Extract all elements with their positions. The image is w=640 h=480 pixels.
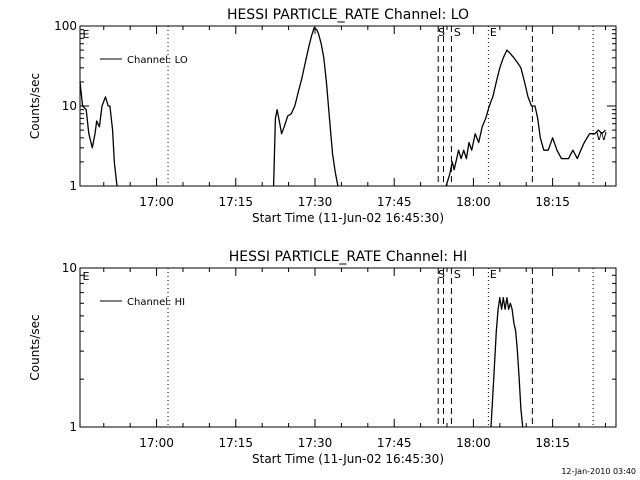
panel1-marker-right: W: [596, 130, 607, 143]
panel2-chart-title: HESSI PARTICLE_RATE Channel: HI: [229, 249, 467, 265]
panel2-x-tick-label: 18:00: [456, 436, 491, 450]
panel1-x-tick-label: 17:45: [377, 195, 412, 209]
panel1-y-tick-label: 10: [62, 99, 77, 113]
panel1-marker-end: E: [490, 26, 497, 39]
panel1-x-tick-label: 17:15: [218, 195, 253, 209]
panel2-plot-frame: [79, 267, 617, 428]
panel2-x-tick-label: 17:30: [298, 436, 333, 450]
panel1-x-tick-label: 17:00: [139, 195, 174, 209]
panel1-marker-left: E: [83, 28, 90, 41]
panel1-legend-label: Channel: LO: [127, 55, 188, 66]
panel2-marker-start: S: [454, 268, 461, 281]
panel2-y-tick-label: 1: [69, 420, 77, 434]
generated-timestamp: 12-Jan-2010 03:40: [561, 467, 636, 476]
panel2-x-tick-label: 18:15: [535, 436, 570, 450]
panel1-marker-start: S: [454, 26, 461, 39]
panel1-marker-start: S: [438, 26, 445, 39]
panel1-x-tick-label: 18:00: [456, 195, 491, 209]
panel2-x-tick-label: 17:15: [218, 436, 253, 450]
panel1-y-tick-label: 100: [54, 19, 77, 33]
panel2-legend-label: Channel: HI: [127, 297, 185, 308]
panel1-series-line: [79, 81, 118, 187]
panel2-y-tick-label: 10: [62, 261, 77, 275]
panel2-x-tick-label: 17:00: [139, 436, 174, 450]
panel2-series-line: [490, 297, 524, 428]
panel1-series-line: [272, 27, 339, 187]
panel2-marker-start: S: [438, 268, 445, 281]
panel2-marker-left: E: [83, 270, 90, 283]
panel1-y-tick-label: 1: [69, 179, 77, 193]
panel1-x-tick-label: 17:30: [298, 195, 333, 209]
panel1-x-tick-label: 18:15: [535, 195, 570, 209]
panel1-chart-title: HESSI PARTICLE_RATE Channel: LO: [227, 7, 469, 23]
panel2-y-axis-label: Counts/sec: [28, 314, 42, 380]
panel2-x-axis-label: Start Time (11-Jun-02 16:45:30): [252, 452, 444, 466]
panel1-x-axis-label: Start Time (11-Jun-02 16:45:30): [252, 211, 444, 225]
panel1-series-line: [445, 49, 606, 187]
panel2-marker-end: E: [490, 268, 497, 281]
panel1-y-axis-label: Counts/sec: [28, 73, 42, 139]
panel2-x-tick-label: 17:45: [377, 436, 412, 450]
